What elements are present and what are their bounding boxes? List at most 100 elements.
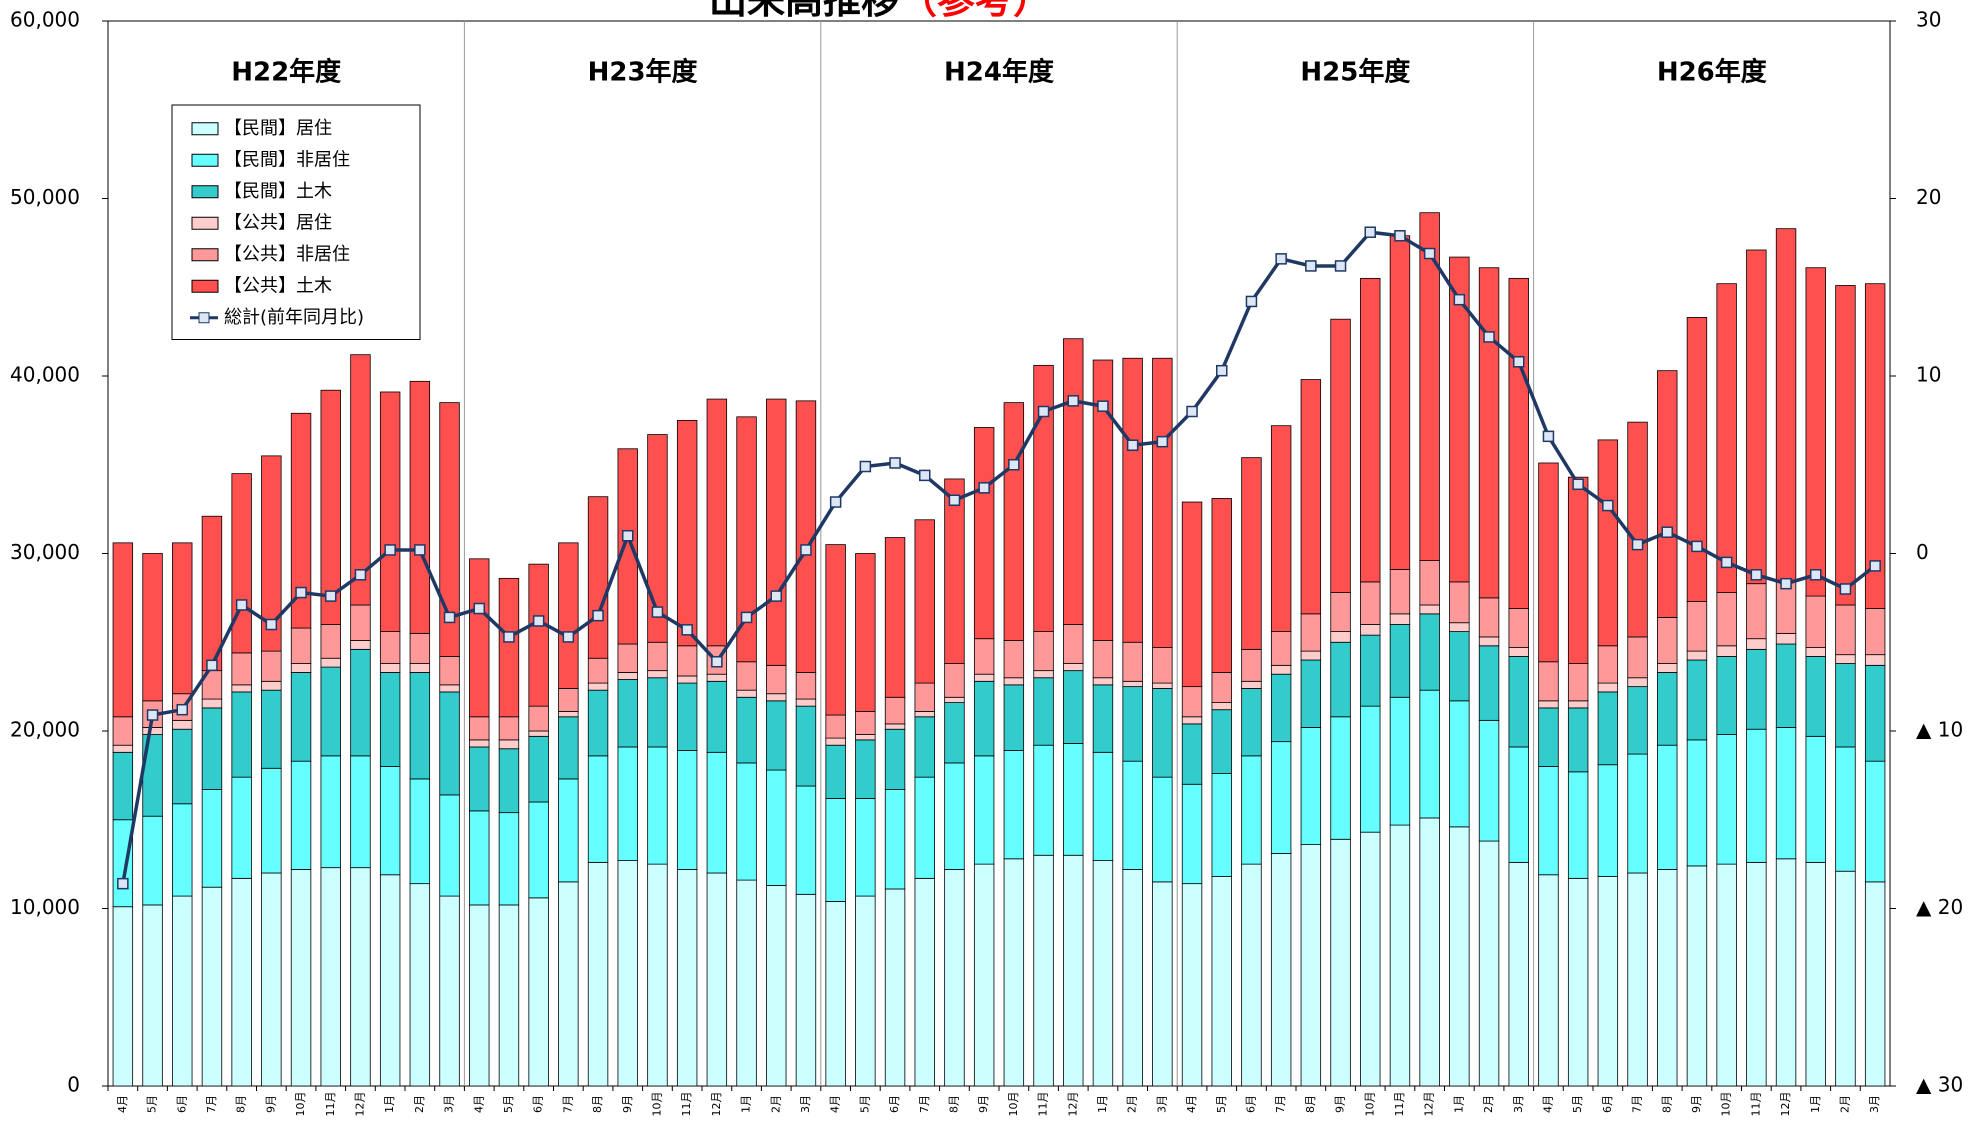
line-marker <box>1008 459 1020 471</box>
bar-segment <box>914 711 935 718</box>
bar-segment <box>1181 501 1203 688</box>
line-marker <box>1216 364 1228 377</box>
line-marker <box>770 590 782 602</box>
bar-segment <box>944 663 965 698</box>
x-tick-label: 3月 <box>1868 1095 1881 1113</box>
bar-segment <box>1716 656 1737 735</box>
line-marker <box>562 631 575 643</box>
bar-segment <box>706 680 728 753</box>
x-tick-label: 5月 <box>858 1095 871 1113</box>
bar-segment <box>1360 705 1381 833</box>
bar-segment <box>914 877 935 1087</box>
bar-segment <box>498 716 520 741</box>
bar-segment <box>1003 677 1025 686</box>
bar-segment <box>1419 212 1440 561</box>
bar-segment <box>1211 773 1232 877</box>
bar-segment <box>736 696 757 764</box>
bar-segment <box>1567 771 1589 879</box>
x-tick-label: 1月 <box>740 1095 753 1113</box>
line-marker <box>1869 560 1881 572</box>
y2-tick-label: ▲ 10 <box>1916 718 1963 742</box>
bar-segment <box>647 746 668 865</box>
bar-segment <box>1508 861 1529 1087</box>
bar-segment <box>409 883 431 1087</box>
bar-segment <box>201 789 223 888</box>
x-tick-label: 6月 <box>1601 1095 1614 1113</box>
x-tick-label: 2月 <box>1126 1095 1139 1113</box>
line-marker <box>206 659 218 672</box>
bar-segment <box>766 693 787 702</box>
bar-segment <box>1686 650 1708 661</box>
bar-segment <box>320 657 341 668</box>
bar-segment <box>469 746 490 812</box>
bar-segment <box>1033 670 1054 679</box>
bar-segment <box>1152 881 1173 1087</box>
line-marker <box>473 602 485 615</box>
bar-segment <box>1270 425 1292 633</box>
bar-segment <box>1389 696 1411 826</box>
bar-segment <box>1805 267 1826 597</box>
bar-segment <box>1003 750 1025 860</box>
bar-segment <box>944 702 965 764</box>
bar-segment <box>1449 256 1470 583</box>
x-tick-label: 4月 <box>116 1095 129 1113</box>
line-marker <box>1067 395 1079 407</box>
line-marker <box>651 606 664 618</box>
bar-segment <box>1330 716 1351 840</box>
bar-segment <box>736 689 757 698</box>
x-tick-label: 9月 <box>621 1095 634 1113</box>
bar-segment <box>1122 686 1143 762</box>
bar-segment <box>1241 457 1262 650</box>
bar-segment <box>1122 869 1143 1087</box>
y2-tick-label: 10 <box>1916 363 1941 387</box>
bar-segment <box>1716 283 1737 593</box>
bar-segment <box>617 746 638 861</box>
bar-segment <box>172 719 193 730</box>
x-tick-label: 3月 <box>1155 1095 1168 1113</box>
bar-segment <box>587 689 609 757</box>
legend-swatch <box>191 153 219 167</box>
bar-segment <box>142 727 163 735</box>
bar-segment <box>1092 359 1114 641</box>
bar-segment <box>528 801 549 899</box>
bar-segment <box>1657 370 1678 618</box>
bar-segment <box>1270 664 1292 675</box>
bar-segment <box>1597 764 1619 877</box>
bar-segment <box>1657 672 1678 746</box>
bar-segment <box>172 542 193 695</box>
bar-segment <box>1063 624 1084 664</box>
bar-segment <box>1627 686 1648 755</box>
bar-segment <box>1181 883 1203 1087</box>
bar-segment <box>1241 688 1262 757</box>
period-label: H25年度 <box>1300 57 1410 88</box>
line-marker <box>117 877 129 890</box>
bar-segment <box>290 663 312 673</box>
bar-segment <box>469 558 490 718</box>
bar-segment <box>1003 402 1025 641</box>
line-marker <box>1750 569 1763 581</box>
bar-segment <box>409 380 431 634</box>
bar-segment <box>528 563 549 707</box>
bar-segment <box>647 641 668 672</box>
x-tick-label: 9月 <box>977 1095 990 1113</box>
bar-segment <box>1746 861 1767 1087</box>
bar-segment <box>1360 634 1381 707</box>
line-marker <box>1334 260 1347 272</box>
x-tick-label: 12月 <box>1779 1092 1792 1117</box>
bar-segment <box>290 869 312 1087</box>
bar-segment <box>1716 645 1737 657</box>
bar-segment <box>736 661 757 691</box>
bar-segment <box>884 723 906 730</box>
line-marker <box>889 457 901 469</box>
bar-segment <box>1360 277 1381 583</box>
bar-segment <box>1092 677 1114 686</box>
bar-segment <box>1864 664 1886 762</box>
x-tick-label: 12月 <box>710 1092 723 1117</box>
bar-segment <box>855 553 876 712</box>
bar-segment <box>498 904 520 1087</box>
legend-label: 【公共】居住 <box>224 212 332 233</box>
bar-segment <box>795 785 817 895</box>
bar-segment <box>528 897 549 1087</box>
bar-segment <box>1122 641 1143 682</box>
bar-segment <box>706 398 728 647</box>
